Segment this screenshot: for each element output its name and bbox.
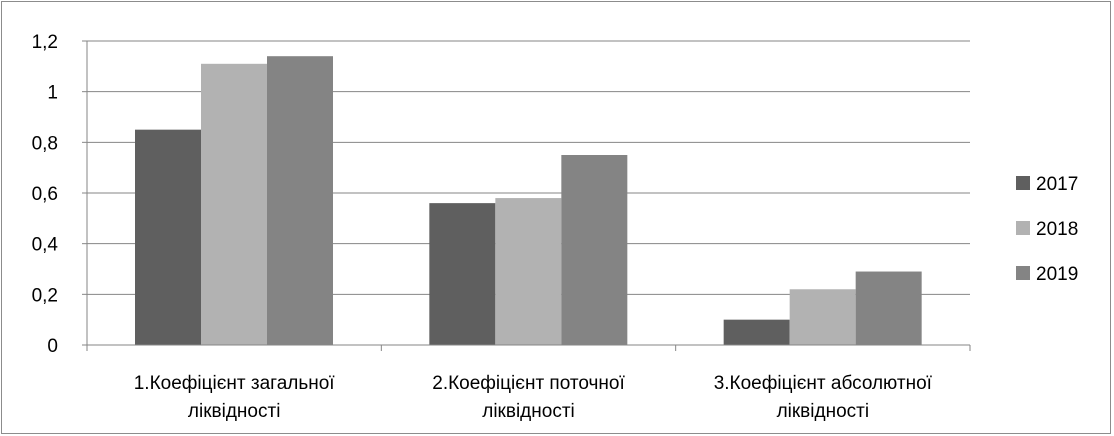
y-tick-label: 0,4 xyxy=(32,235,59,256)
legend-label-2017: 2017 xyxy=(1036,174,1078,195)
category-label: 3.Коефіцієнт абсолютної xyxy=(714,373,933,394)
category-label: ліквідності xyxy=(482,401,575,422)
legend-swatch-2019 xyxy=(1016,266,1030,280)
bar-2019-2 xyxy=(561,155,628,345)
bar-2019-1 xyxy=(267,56,333,345)
bar-2017-2 xyxy=(429,203,496,345)
y-tick-labels: 0 0,2 0,4 0,6 0,8 1 1,2 xyxy=(32,32,59,357)
legend-swatch-2017 xyxy=(1016,176,1030,190)
y-tick-label: 0,8 xyxy=(32,133,58,154)
y-tick-label: 0 xyxy=(47,336,58,357)
bar-2019-3 xyxy=(855,271,922,345)
y-tick-label: 0,2 xyxy=(32,285,58,306)
category-label: ліквідності xyxy=(777,401,870,422)
bar-2017-3 xyxy=(723,319,790,345)
axes xyxy=(86,41,971,351)
legend: 2017 2018 2019 xyxy=(1016,174,1078,285)
bar-2017-1 xyxy=(135,129,201,345)
category-label: 2.Коефіцієнт поточної xyxy=(432,373,625,394)
y-tick-label: 0,6 xyxy=(32,184,58,205)
y-tick-label: 1 xyxy=(47,83,58,104)
bars xyxy=(135,56,922,346)
legend-swatch-2018 xyxy=(1016,221,1030,235)
legend-label-2018: 2018 xyxy=(1036,219,1078,240)
category-label: 1.Коефіцієнт загальної xyxy=(134,373,336,394)
y-tick-label: 1,2 xyxy=(32,32,58,53)
bar-2018-3 xyxy=(789,289,856,345)
bar-2018-2 xyxy=(495,198,562,345)
legend-label-2019: 2019 xyxy=(1036,264,1078,285)
bar-2018-1 xyxy=(201,63,267,346)
category-labels: 1.Коефіцієнт загальної ліквідності 2.Коефі… xyxy=(134,373,933,422)
category-label: ліквідності xyxy=(188,401,281,422)
